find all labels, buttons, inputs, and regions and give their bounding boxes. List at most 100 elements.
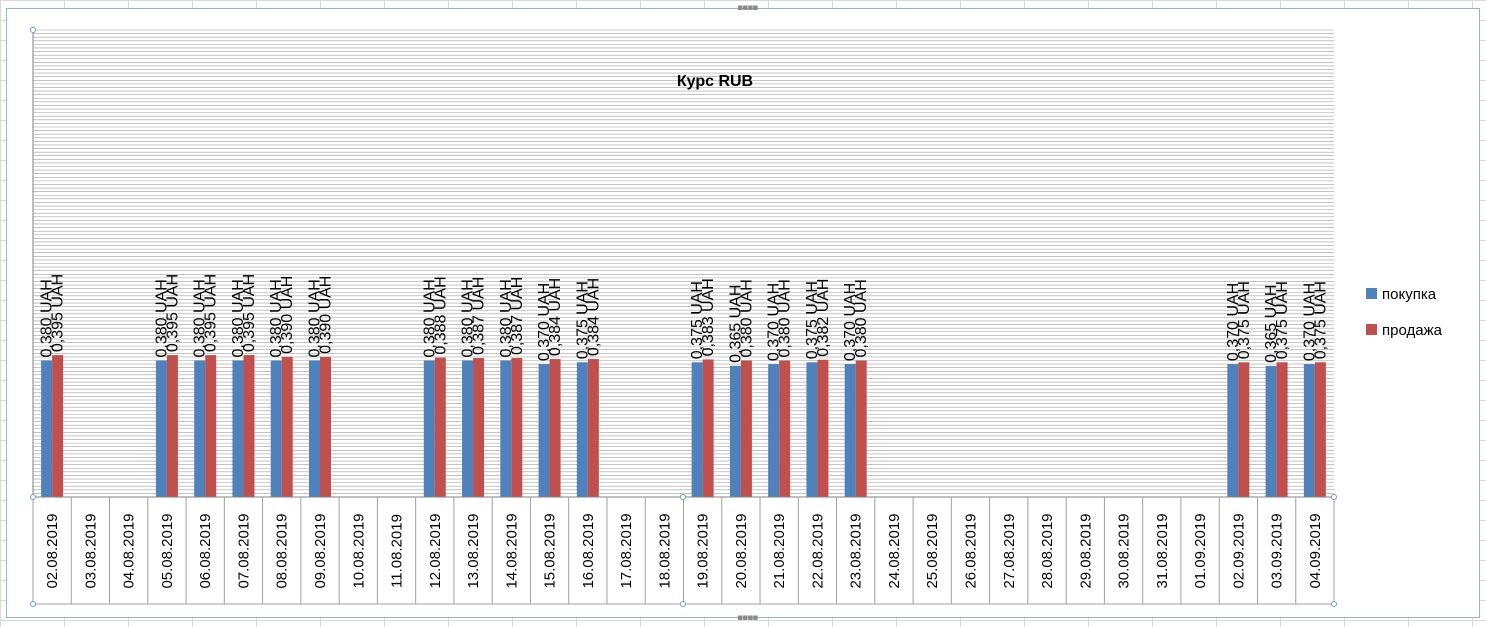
x-tick-label: 02.09.2019 <box>1230 513 1247 588</box>
x-tick-label: 27.08.2019 <box>1001 513 1018 588</box>
x-tick-label: 09.08.2019 <box>312 513 329 588</box>
bar-sell <box>1238 362 1250 497</box>
data-label: 0,380 UAH <box>39 279 56 357</box>
bar-sell <box>166 355 178 497</box>
x-tick-label: 24.08.2019 <box>886 513 903 588</box>
bar-sell <box>473 357 485 497</box>
data-label: 0,388 UAH <box>432 276 449 354</box>
x-tick-label: 15.08.2019 <box>542 513 559 588</box>
bar-buy <box>423 360 435 497</box>
x-tick-label: 19.08.2019 <box>695 513 712 588</box>
plot-resize-dot[interactable] <box>30 601 36 607</box>
bar-buy <box>155 360 167 497</box>
data-label: 0,375 UAH <box>574 281 591 359</box>
x-tick-label: 25.08.2019 <box>924 513 941 588</box>
bar-sell <box>511 357 523 497</box>
x-tick-label: 26.08.2019 <box>962 513 979 588</box>
x-tick-label: 05.08.2019 <box>159 513 176 588</box>
data-label: 0,375 UAH <box>804 281 821 359</box>
data-label: 0,375 UAH <box>1236 281 1253 359</box>
bar-buy <box>844 364 856 497</box>
data-label: 0,370 UAH <box>842 283 859 361</box>
plot-resize-dot[interactable] <box>1331 494 1337 500</box>
bar-sell <box>243 355 255 497</box>
data-label: 0,390 UAH <box>317 276 334 354</box>
data-label: 0,370 UAH <box>1225 283 1242 361</box>
x-tick-label: 12.08.2019 <box>427 513 444 588</box>
x-tick-label: 08.08.2019 <box>274 513 291 588</box>
bar-buy <box>576 362 588 497</box>
data-label: 0,384 UAH <box>547 278 564 356</box>
data-label: 0,390 UAH <box>279 276 296 354</box>
data-label: 0,380 UAH <box>421 279 438 357</box>
x-tick-label: 06.08.2019 <box>197 513 214 588</box>
x-tick-label: 11.08.2019 <box>389 514 406 588</box>
plot-resize-dot[interactable] <box>30 494 36 500</box>
data-label: 0,387 UAH <box>509 277 526 355</box>
x-tick-label: 22.08.2019 <box>809 513 826 588</box>
bar-buy <box>270 360 282 497</box>
plot-resize-dot[interactable] <box>30 27 36 33</box>
plot-resize-dot[interactable] <box>1331 601 1337 607</box>
data-label: 0,370 UAH <box>766 283 783 361</box>
data-label: 0,380 UAH <box>153 279 170 357</box>
bar-buy <box>691 362 703 497</box>
x-tick-label: 13.08.2019 <box>465 513 482 588</box>
bar-buy <box>41 360 53 497</box>
data-label: 0,380 UAH <box>230 279 247 357</box>
data-label: 0,380 UAH <box>777 279 794 357</box>
data-label: 0,380 UAH <box>192 279 209 357</box>
data-label: 0,370 UAH <box>536 283 553 361</box>
x-tick-label: 23.08.2019 <box>848 513 865 588</box>
data-label: 0,395 UAH <box>203 274 220 352</box>
x-tick-label: 31.08.2019 <box>1154 513 1171 588</box>
legend-swatch <box>1366 324 1377 335</box>
bar-sell <box>740 360 752 497</box>
bar-sell <box>52 355 64 497</box>
data-label: 0,395 UAH <box>241 274 258 352</box>
data-label: 0,380 UAH <box>268 279 285 357</box>
bar-buy <box>538 364 550 497</box>
data-label: 0,375 UAH <box>689 281 706 359</box>
x-tick-label: 20.08.2019 <box>733 513 750 588</box>
data-label: 0,380 UAH <box>460 279 477 357</box>
chart-title: Курс RUB <box>677 73 753 90</box>
x-tick-label: 18.08.2019 <box>656 513 673 588</box>
plot-resize-dot[interactable] <box>680 601 686 607</box>
data-label: 0,387 UAH <box>471 277 488 355</box>
data-label: 0,380 UAH <box>306 279 323 357</box>
chart-frame[interactable] <box>6 8 1480 618</box>
bar-series <box>41 355 1326 497</box>
x-axis: 02.08.2019 03.08.2019 04.08.2019 05.08.2019… <box>30 27 1337 607</box>
x-tick-label: 02.08.2019 <box>44 513 61 588</box>
bar-buy <box>500 360 512 497</box>
bar-buy <box>194 360 206 497</box>
x-tick-label: 29.08.2019 <box>1077 513 1094 588</box>
bar-sell <box>319 356 331 497</box>
x-tick-label: 07.08.2019 <box>235 513 252 588</box>
plot-resize-dot[interactable] <box>680 494 686 500</box>
x-tick-label: 01.09.2019 <box>1192 513 1209 588</box>
data-label: 0,375 UAH <box>1274 281 1291 359</box>
data-label: 0,384 UAH <box>585 278 602 356</box>
bar-sell <box>702 359 714 497</box>
bar-sell <box>205 355 217 497</box>
bar-sell <box>1276 362 1288 497</box>
bar-buy <box>1303 364 1315 497</box>
top-resize-handle[interactable]: ▪▪▪▪ <box>737 3 758 13</box>
bar-sell <box>587 359 599 497</box>
bar-buy <box>308 360 320 497</box>
x-tick-label: 28.08.2019 <box>1039 513 1056 588</box>
bar-buy <box>462 360 474 497</box>
bar-buy <box>768 364 780 497</box>
data-label: 0,383 UAH <box>700 278 717 356</box>
bar-sell <box>434 357 446 497</box>
data-label: 0,370 UAH <box>1301 283 1318 361</box>
x-tick-label: 30.08.2019 <box>1116 513 1133 588</box>
bottom-resize-handle[interactable]: ▪▪▪▪ <box>737 613 758 623</box>
plot-grid <box>33 29 1334 498</box>
data-label: 0,365 UAH <box>1263 285 1280 363</box>
bar-buy <box>1227 364 1239 497</box>
x-tick-label: 14.08.2019 <box>503 513 520 588</box>
